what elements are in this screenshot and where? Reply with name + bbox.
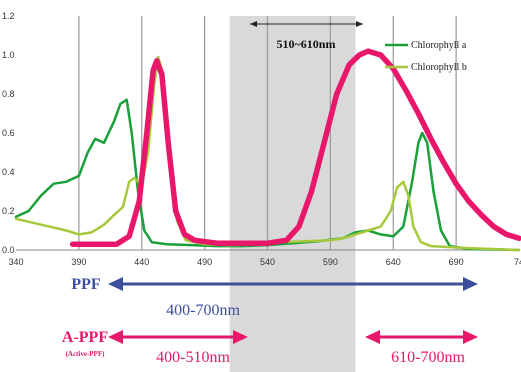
x-tick-label: 690	[449, 257, 464, 267]
ppf-range: 400-700nm	[166, 302, 240, 319]
series-line-led-spectrum	[69, 48, 521, 247]
x-tick-label: 440	[134, 257, 149, 267]
y-tick-label: 1.2	[2, 11, 15, 21]
appf-annotation: A-PPF (Active-PPF) 400-510nm 610-700nm	[62, 329, 478, 366]
legend-label-chlorophyll-a: Chlorophyll a	[411, 40, 467, 51]
ppf-label: PPF	[71, 276, 101, 293]
x-tick-label: 390	[71, 257, 86, 267]
legend: Chlorophyll a Chlorophyll b	[385, 40, 467, 73]
x-ticks: 340 390 440 490 540 590 640 690 74	[8, 257, 521, 267]
grid-lines	[78, 16, 457, 250]
y-ticks: 0.0 0.2 0.4 0.6 0.8 1.0 1.2	[2, 11, 15, 255]
y-tick-label: 0.6	[2, 128, 15, 138]
x-tick-label: 490	[197, 257, 212, 267]
appf-sublabel: (Active-PPF)	[66, 350, 106, 358]
x-tick-label: 540	[260, 257, 275, 267]
appf-range-right: 610-700nm	[391, 349, 465, 366]
y-tick-label: 0.4	[2, 167, 15, 177]
x-tick-label: 340	[8, 257, 23, 267]
appf-left-arrow-left-head	[108, 330, 123, 344]
band-highlight	[229, 16, 356, 372]
series-layer	[14, 48, 521, 252]
ppf-annotation: PPF 400-700nm	[71, 276, 478, 319]
y-tick-label: 0.2	[2, 206, 15, 216]
x-tick-label: 590	[323, 257, 338, 267]
y-tick-label: 0.0	[2, 245, 15, 255]
legend-label-chlorophyll-b: Chlorophyll b	[411, 62, 467, 73]
appf-label: A-PPF	[62, 329, 108, 346]
appf-left-arrow-right-head	[233, 330, 248, 344]
ppf-arrow-left-head	[108, 277, 123, 291]
band-label: 510~610nm	[277, 37, 336, 51]
x-tick-label: 640	[386, 257, 401, 267]
y-tick-label: 0.8	[2, 89, 15, 99]
ppf-arrow-right-head	[463, 277, 478, 291]
appf-range-left: 400-510nm	[156, 349, 230, 366]
y-tick-label: 1.0	[2, 50, 15, 60]
x-tick-label: 74	[514, 257, 521, 267]
band-range-marker: 510~610nm	[250, 21, 363, 51]
appf-right-arrow-right-head	[463, 330, 478, 344]
appf-right-arrow-left-head	[365, 330, 380, 344]
